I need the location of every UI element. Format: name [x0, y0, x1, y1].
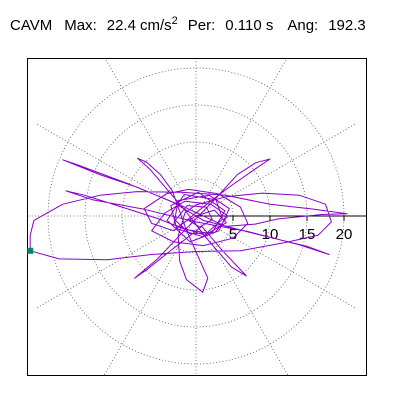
max-unit-exponent: 2	[171, 15, 178, 27]
grid-spoke-3	[195, 59, 288, 217]
ang-value: 192.3	[328, 17, 366, 34]
ang-label: Ang:	[287, 17, 319, 34]
radial-tick-label-15: 15	[299, 226, 316, 243]
radial-tick-label-5: 5	[229, 226, 237, 243]
max-value: 22.4	[106, 17, 136, 34]
chart-title: CAVM	[10, 17, 53, 34]
grid-spoke-6	[35, 123, 197, 217]
grid-spoke-9	[103, 215, 197, 375]
per-label: Per:	[187, 17, 216, 34]
max-unit: cm/s	[139, 17, 172, 34]
orbit-trace	[29, 157, 348, 293]
per-value: 0.110 s	[225, 17, 274, 34]
grid-spoke-11	[195, 215, 289, 375]
grid-spoke-8	[35, 215, 197, 309]
plot-frame	[27, 58, 367, 376]
max-label: Max:	[64, 17, 97, 34]
marker-layer	[27, 247, 34, 254]
radial-tick-label-20: 20	[336, 226, 353, 243]
grid-spoke-12	[195, 215, 357, 309]
orbit-trace-layer	[29, 157, 348, 293]
grid-spoke-5	[104, 59, 197, 217]
max-marker	[27, 247, 34, 254]
header-readout: CAVM Max: 22.4 cm/s2 Per: 0.110 s Ang: 192.3	[10, 15, 366, 36]
radial-tick-label-10: 10	[262, 226, 279, 243]
grid-spoke-2	[195, 123, 357, 217]
